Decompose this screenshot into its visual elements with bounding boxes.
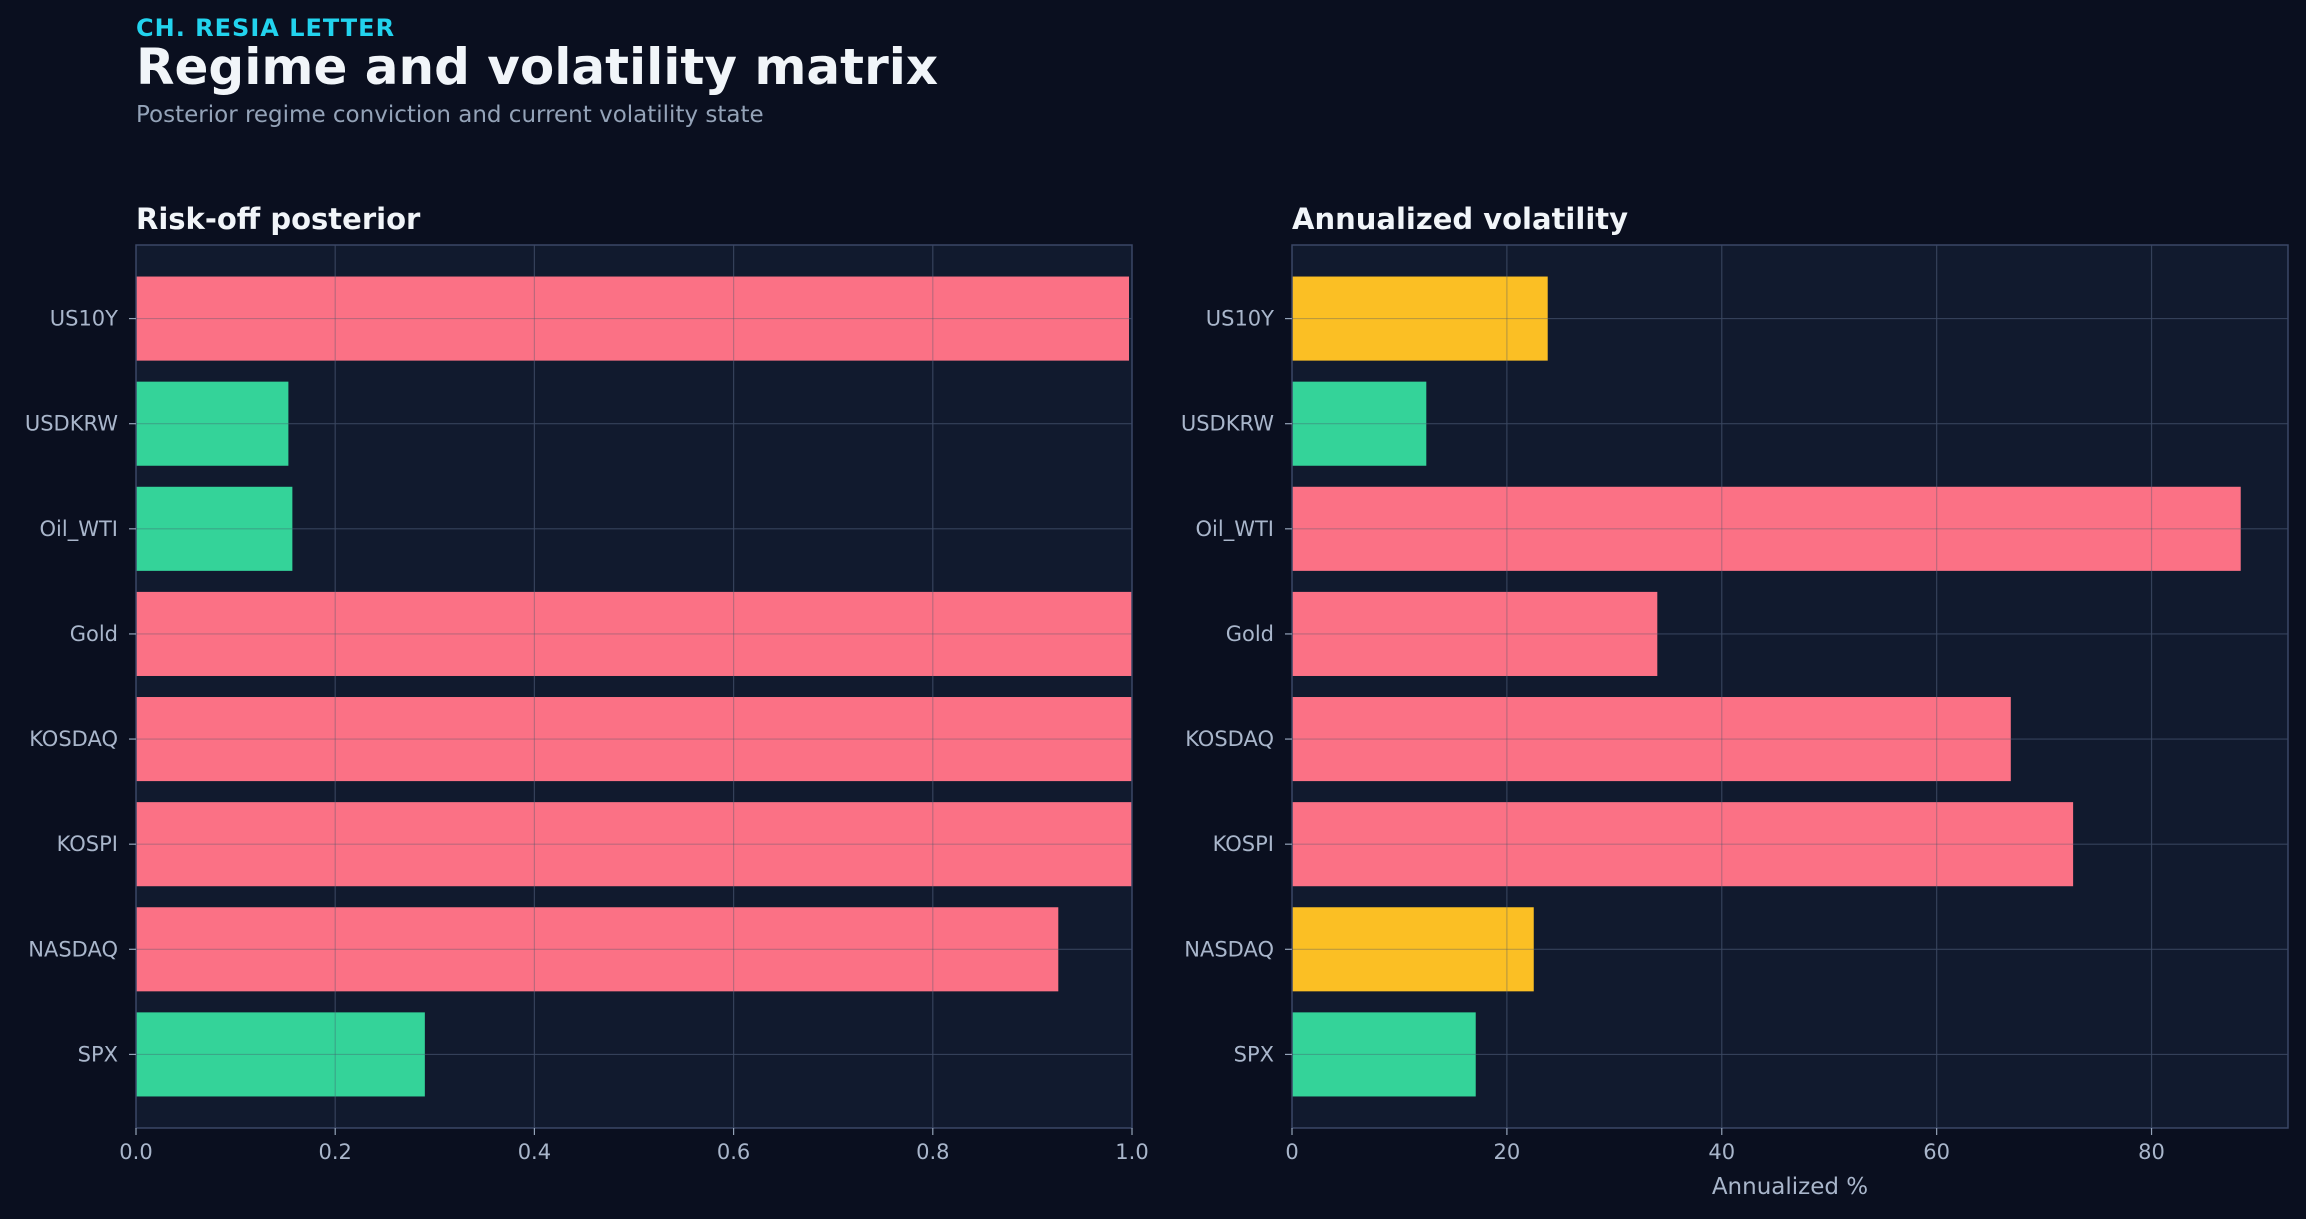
category-label: KOSPI	[57, 832, 118, 856]
x-tick-label: 0.8	[916, 1140, 949, 1164]
x-tick-label: 0	[1285, 1140, 1298, 1164]
x-tick-label: 0.4	[518, 1140, 551, 1164]
bar-usdkrw	[136, 381, 289, 466]
category-label: US10Y	[50, 307, 118, 331]
bar-us10y	[1292, 276, 1548, 361]
volatility-panel-title: Annualized volatility	[1292, 202, 1629, 236]
category-label: Gold	[70, 622, 118, 646]
risk-off-panel-title: Risk-off posterior	[136, 202, 421, 236]
category-label: SPX	[78, 1042, 118, 1066]
bar-kospi	[1292, 802, 2074, 887]
bar-kosdaq	[136, 697, 1132, 782]
bar-nasdaq	[1292, 907, 1534, 992]
bar-oil-wti	[136, 486, 293, 571]
bar-nasdaq	[136, 907, 1059, 992]
category-label: Gold	[1226, 622, 1274, 646]
page-subtitle: Posterior regime conviction and current …	[136, 102, 764, 128]
category-label: Oil_WTI	[1196, 517, 1274, 542]
x-tick-label: 40	[1708, 1140, 1735, 1164]
x-tick-label: 60	[1923, 1140, 1950, 1164]
x-tick-label: 0.0	[119, 1140, 152, 1164]
x-tick-label: 20	[1494, 1140, 1521, 1164]
category-label: NASDAQ	[28, 937, 118, 961]
category-label: USDKRW	[25, 412, 118, 436]
x-tick-label: 1.0	[1115, 1140, 1148, 1164]
category-label: KOSDAQ	[29, 727, 118, 751]
plot-frame	[1291, 244, 2289, 1129]
bar-spx	[1292, 1012, 1476, 1097]
bar-gold	[136, 591, 1132, 676]
category-label: KOSDAQ	[1185, 727, 1274, 751]
page-title: Regime and volatility matrix	[136, 38, 939, 96]
bar-kosdaq	[1292, 697, 2011, 782]
x-axis-label: Annualized %	[1712, 1174, 1868, 1200]
x-tick-label: 0.2	[318, 1140, 351, 1164]
bar-gold	[1292, 591, 1658, 676]
x-tick-label: 0.6	[717, 1140, 750, 1164]
category-label: KOSPI	[1213, 832, 1274, 856]
bar-oil-wti	[1292, 486, 2241, 571]
bar-usdkrw	[1292, 381, 1427, 466]
category-label: Oil_WTI	[40, 517, 118, 542]
plot-background	[1292, 245, 2288, 1128]
bar-us10y	[136, 276, 1130, 361]
category-label: NASDAQ	[1184, 937, 1274, 961]
x-tick-label: 80	[2138, 1140, 2165, 1164]
risk-off-posterior-chart: US10Y USDKRW Oil_WTI Gold KOSDAQ KOSPI NASDAQ S…	[25, 244, 1149, 1164]
category-label: US10Y	[1206, 307, 1274, 331]
bar-spx	[136, 1012, 425, 1097]
plot-frame	[135, 244, 1133, 1129]
bar-kospi	[136, 802, 1132, 887]
report-kicker: CH. RESIA LETTER	[136, 14, 396, 42]
category-label: USDKRW	[1181, 412, 1274, 436]
category-label: SPX	[1234, 1042, 1274, 1066]
